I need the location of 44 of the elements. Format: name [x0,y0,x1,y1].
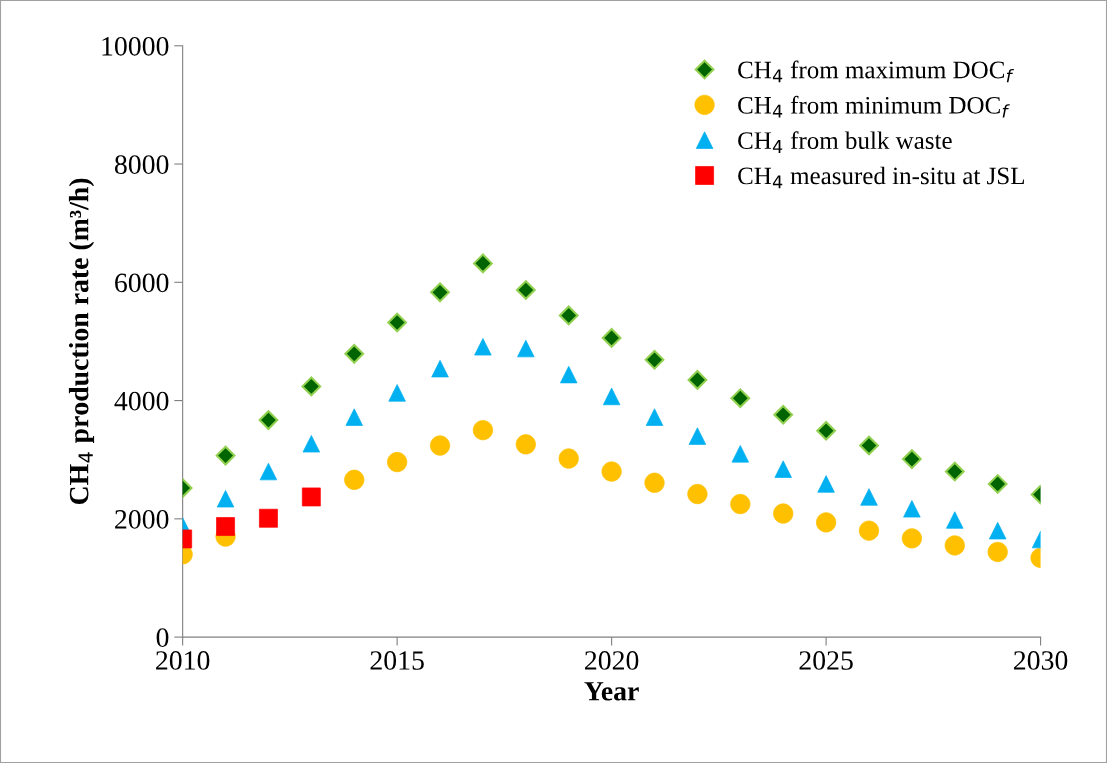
point [773,404,794,425]
point [687,370,708,390]
point [558,448,579,469]
point [301,376,322,397]
point [473,253,493,274]
point [601,328,622,348]
x-tick-label: 2010 [156,651,210,670]
y-axis-title: CH$_{4}$ production rate (m³/h) [68,178,95,505]
y-tick-label: 6000 [115,273,169,293]
point [558,305,579,326]
x-tick-label: 2015 [370,651,424,670]
point [215,445,236,466]
point [644,349,665,370]
x-tick-label: 2025 [799,651,853,670]
point [987,474,1008,494]
y-tick-label: 8000 [114,155,169,174]
y-tick-label: 0 [156,628,169,648]
point [259,462,278,481]
point [730,388,751,409]
legend-label: CH$_{4}$ from minimum DOC$_{f}$ [738,95,1010,118]
point [258,410,279,430]
point [858,520,880,541]
point [259,508,278,528]
legend-label: CH$_{4}$ from bulk waste [738,131,952,153]
x-tick-label: 2030 [1014,651,1068,670]
point [859,435,879,456]
legend-label: CH$_{4}$ from maximum DOC$_{f}$ [738,60,1014,83]
y-tick-label: 2000 [115,510,169,529]
y-tick-label: 10000 [102,36,169,56]
point [216,517,235,536]
point [902,449,922,469]
x-tick-label: 2020 [585,651,639,670]
point [387,312,408,333]
legend-label: CH$_{4}$ measured in-situ at JSL [738,166,1024,189]
y-tick-label: 4000 [114,391,169,411]
x-axis-title: Year [584,682,639,701]
point [816,512,837,533]
point [944,535,965,556]
point [601,461,622,482]
point [344,343,365,364]
point [430,282,450,303]
point [944,461,965,482]
point [515,280,536,300]
point [816,420,836,441]
